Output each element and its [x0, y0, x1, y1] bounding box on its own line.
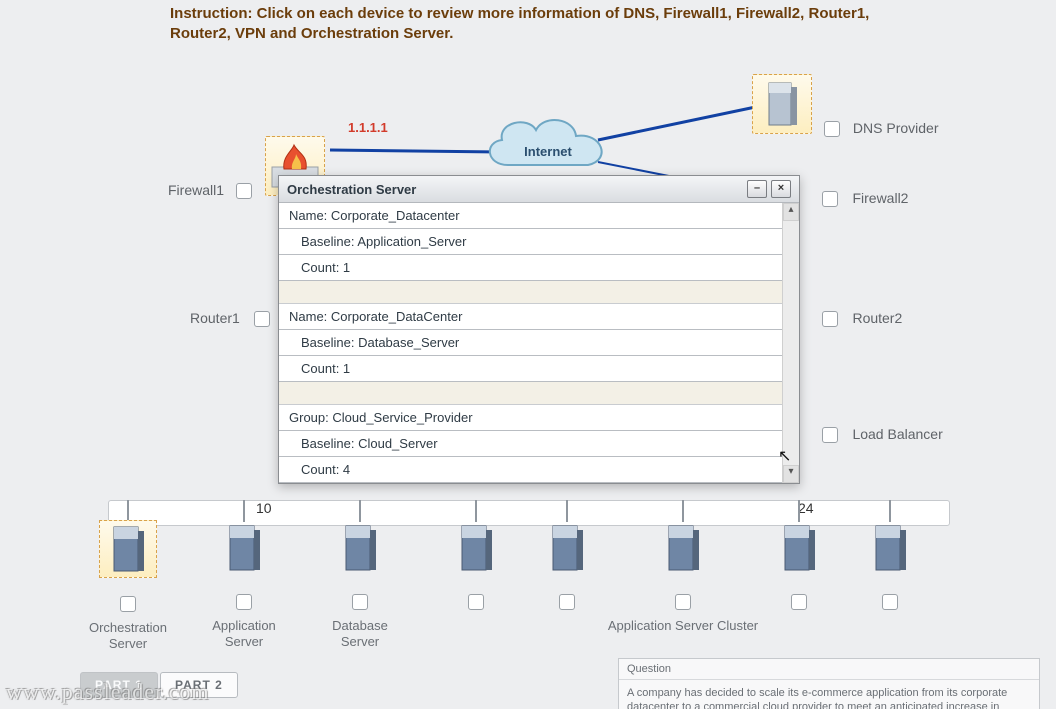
firewall1-label: Firewall1 — [168, 182, 224, 198]
popup-row: Name: Corporate_DataCenter — [279, 304, 799, 330]
popup-row: Count: 1 — [279, 356, 799, 382]
server-label: Application Server — [204, 618, 284, 650]
popup-row: Count: 4 — [279, 457, 799, 483]
firewall2-checkbox[interactable] — [822, 191, 838, 207]
dns-label: DNS Provider — [853, 120, 939, 136]
popup-row: Baseline: Application_Server — [279, 229, 799, 255]
scroll-up-arrow[interactable]: ▴ — [783, 203, 799, 221]
dns-checkbox[interactable] — [824, 121, 840, 137]
watermark: www.passleader.com — [6, 679, 210, 705]
server-checkbox[interactable] — [559, 594, 575, 610]
router2-checkbox[interactable] — [822, 311, 838, 327]
server-stem — [889, 500, 891, 522]
server-stem — [566, 500, 568, 522]
popup-row: Baseline: Database_Server — [279, 330, 799, 356]
server-0[interactable]: Orchestration Server — [88, 520, 168, 652]
server-checkbox[interactable] — [675, 594, 691, 610]
server-icon-box[interactable] — [539, 520, 595, 576]
server-icon-box[interactable] — [862, 520, 918, 576]
firewall1-checkbox[interactable] — [236, 183, 252, 199]
server-icon — [753, 75, 811, 133]
device-loadbalancer[interactable]: Load Balancer — [822, 426, 943, 444]
server-checkbox[interactable] — [882, 594, 898, 610]
scroll-down-arrow[interactable]: ▾ — [783, 465, 799, 483]
server-icon-box[interactable] — [655, 520, 711, 576]
server-label: Orchestration Server — [88, 620, 168, 652]
popup-title-text: Orchestration Server — [287, 182, 416, 197]
server-icon-box[interactable] — [216, 520, 272, 576]
server-4[interactable] — [527, 520, 607, 618]
firewall1-ip: 1.1.1.1 — [348, 120, 388, 135]
server-3[interactable] — [436, 520, 516, 618]
server-icon-box[interactable] — [448, 520, 504, 576]
server-label: Application Server Cluster — [573, 618, 793, 634]
bus-right-number: 24 — [798, 500, 814, 516]
question-heading: Question — [619, 659, 1039, 680]
popup-titlebar[interactable]: Orchestration Server – × — [279, 176, 799, 203]
question-panel: Question A company has decided to scale … — [618, 658, 1040, 709]
server-5[interactable]: Application Server Cluster — [643, 520, 723, 634]
popup-scrollbar[interactable]: ▴ ▾ — [782, 203, 799, 483]
server-icon-box[interactable] — [99, 520, 157, 578]
router1-checkbox[interactable] — [254, 311, 270, 327]
popup-body: Name: Corporate_DatacenterBaseline: Appl… — [279, 203, 799, 483]
server-stem — [127, 500, 129, 522]
internet-cloud: Internet — [478, 110, 618, 180]
dns-icon-box[interactable] — [752, 74, 812, 134]
device-dns[interactable]: DNS Provider — [752, 74, 939, 138]
server-stem — [682, 500, 684, 522]
mouse-cursor: ↖ — [778, 446, 791, 466]
bus-left-number: 10 — [256, 500, 272, 516]
server-icon-box[interactable] — [332, 520, 388, 576]
server-7[interactable] — [850, 520, 930, 618]
loadbal-label: Load Balancer — [852, 426, 942, 442]
server-checkbox[interactable] — [791, 594, 807, 610]
server-icon-box[interactable] — [771, 520, 827, 576]
server-stem — [243, 500, 245, 522]
minimize-button[interactable]: – — [747, 180, 767, 198]
popup-row: Group: Cloud_Service_Provider — [279, 405, 799, 431]
server-1[interactable]: Application Server — [204, 520, 284, 650]
server-stem — [798, 500, 800, 522]
orchestration-popup: Orchestration Server – × Name: Corporate… — [278, 175, 800, 484]
popup-row: Name: Corporate_Datacenter — [279, 203, 799, 229]
server-label: Database Server — [320, 618, 400, 650]
server-checkbox[interactable] — [120, 596, 136, 612]
router1-label: Router1 — [190, 310, 240, 326]
router2-label: Router2 — [852, 310, 902, 326]
question-body: A company has decided to scale its e-com… — [619, 680, 1039, 709]
device-router2[interactable]: Router2 — [822, 310, 902, 328]
server-checkbox[interactable] — [468, 594, 484, 610]
server-2[interactable]: Database Server — [320, 520, 400, 650]
close-button[interactable]: × — [771, 180, 791, 198]
popup-row: Count: 1 — [279, 255, 799, 281]
firewall2-label: Firewall2 — [852, 190, 908, 206]
instruction-text: Instruction: Click on each device to rev… — [170, 4, 870, 44]
server-checkbox[interactable] — [236, 594, 252, 610]
loadbal-checkbox[interactable] — [822, 427, 838, 443]
device-firewall2[interactable]: Firewall2 — [822, 190, 908, 208]
device-router1[interactable]: Router1 — [190, 310, 270, 328]
popup-gap — [279, 382, 799, 405]
cloud-label: Internet — [524, 144, 572, 159]
popup-row: Baseline: Cloud_Server — [279, 431, 799, 457]
server-stem — [475, 500, 477, 522]
server-checkbox[interactable] — [352, 594, 368, 610]
server-6[interactable] — [759, 520, 839, 618]
popup-gap — [279, 281, 799, 304]
server-stem — [359, 500, 361, 522]
